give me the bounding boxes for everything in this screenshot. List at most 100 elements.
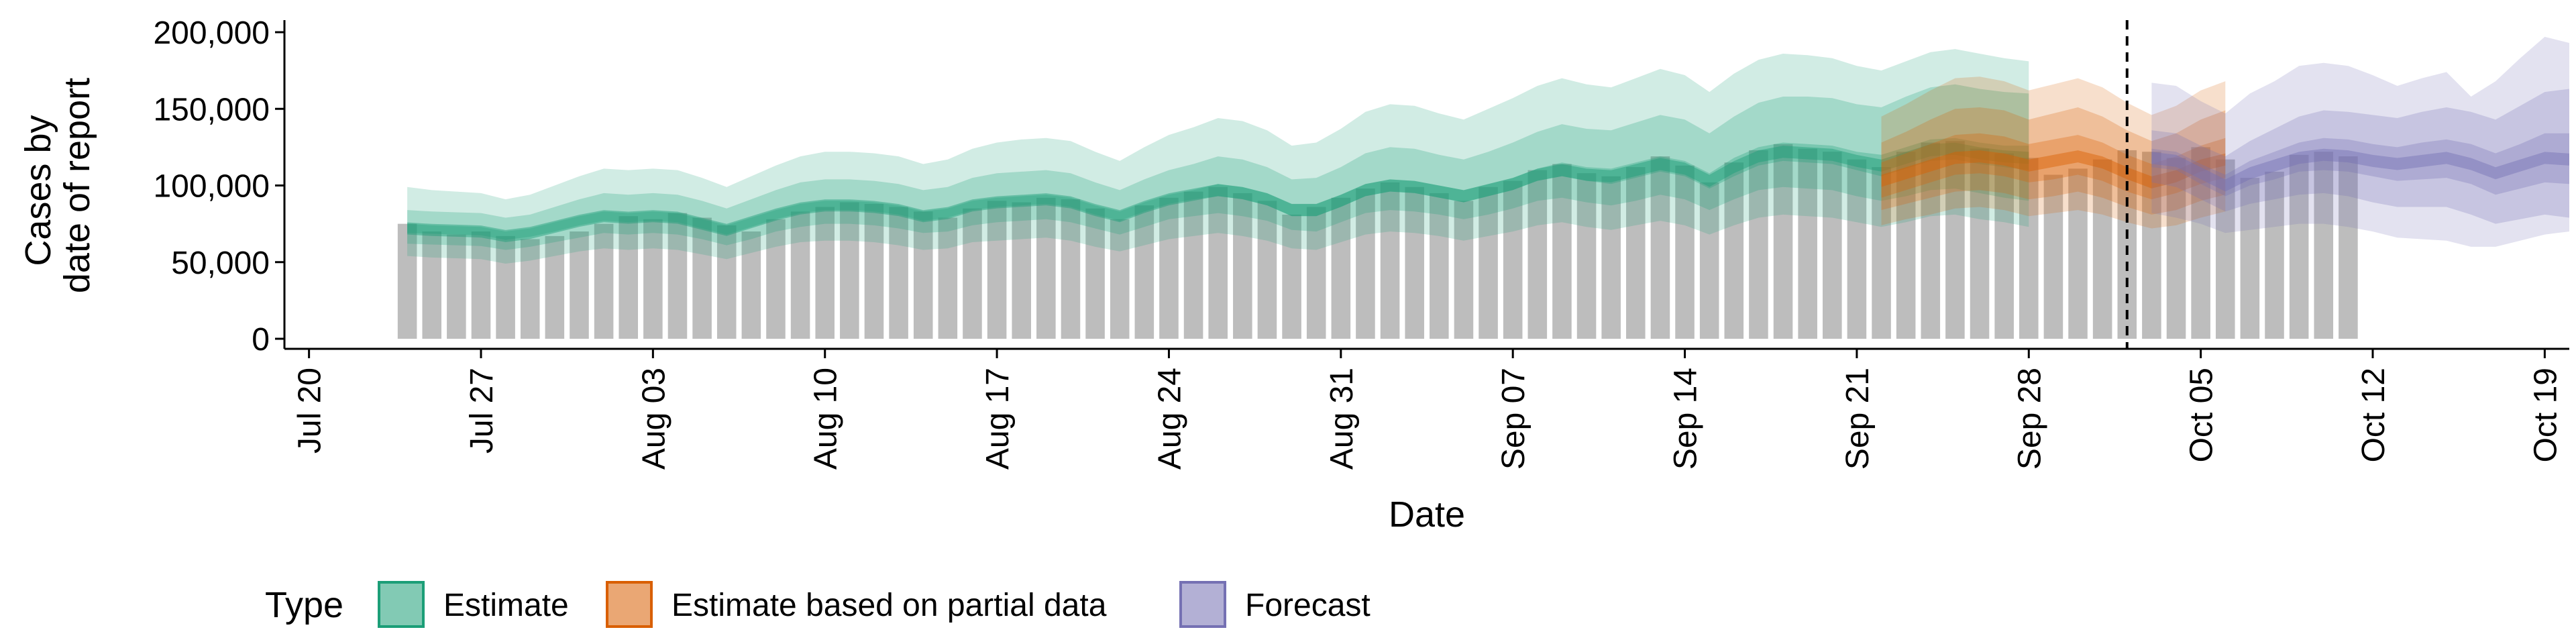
bar <box>840 202 859 339</box>
bar <box>2019 158 2039 339</box>
bar <box>815 207 835 339</box>
bar <box>1626 167 1646 339</box>
bar <box>1503 180 1523 339</box>
bar <box>889 207 908 339</box>
bar <box>2043 174 2063 339</box>
bar <box>1356 189 1375 339</box>
bar <box>619 216 639 339</box>
bar <box>938 217 958 339</box>
bar <box>643 219 663 339</box>
legend-items: Estimate Estimate based on partial data Fo… <box>378 581 1371 628</box>
legend-label: Estimate <box>443 588 569 623</box>
bar <box>1282 214 1301 339</box>
bar <box>716 225 737 339</box>
bar <box>2166 158 2186 339</box>
bar <box>471 231 491 339</box>
series-3-band-outer <box>2151 36 2569 247</box>
x-tick-label: Sep 14 <box>1668 368 1704 470</box>
series-3-median-band <box>2151 148 2569 192</box>
bar <box>2265 171 2284 339</box>
bar <box>1085 208 1105 339</box>
series-3-band-90 <box>2151 89 2569 224</box>
y-tick-label: 150,000 <box>153 92 270 127</box>
series-2-band-outer <box>1881 76 2226 229</box>
bar <box>1527 170 1548 339</box>
bar <box>1994 153 2014 339</box>
bar <box>1208 186 1228 339</box>
bar <box>692 217 712 339</box>
bar <box>2092 159 2112 339</box>
bar <box>963 208 982 339</box>
bar <box>2314 152 2334 339</box>
series-3-band-50 <box>2151 133 2569 197</box>
bar <box>496 235 515 339</box>
bar <box>1650 156 1670 339</box>
bar <box>1896 152 1916 339</box>
x-tick-label: Sep 28 <box>2012 368 2047 470</box>
bar <box>570 231 589 339</box>
bar <box>1430 193 1449 339</box>
legend-title: Type <box>265 585 343 625</box>
bar <box>1454 201 1474 339</box>
bar <box>1159 197 1179 339</box>
bar <box>1823 152 1842 339</box>
y-axis-title: Cases by date of report <box>18 78 97 293</box>
bar <box>1699 182 1719 339</box>
x-tick-label: Oct 12 <box>2356 368 2392 462</box>
legend-swatch <box>606 581 653 628</box>
x-tick-label: Aug 31 <box>1324 368 1360 470</box>
bar <box>447 234 466 339</box>
legend: Type Estimate Estimate based on partial d… <box>265 581 1371 628</box>
bar <box>1921 142 1941 339</box>
bar <box>2215 159 2235 339</box>
bar <box>2191 147 2210 339</box>
bar <box>422 231 442 339</box>
y-tick-label: 200,000 <box>153 15 270 51</box>
x-tick-label: Aug 24 <box>1152 368 1187 470</box>
x-tick-label: Aug 10 <box>808 368 844 470</box>
legend-swatch <box>378 581 425 628</box>
series-1-band-90 <box>407 84 2029 250</box>
bar <box>2339 156 2358 339</box>
y-tick-label: 0 <box>252 322 270 358</box>
bar <box>864 203 884 339</box>
x-tick-label: Jul 20 <box>292 368 328 453</box>
bar <box>1872 167 1891 339</box>
bar <box>766 219 786 339</box>
x-tick-label: Sep 07 <box>1496 368 1532 470</box>
series-2-band-50 <box>1881 133 2226 200</box>
series-1-median-band <box>407 142 2029 242</box>
bar <box>1012 202 1031 339</box>
bar <box>790 211 810 339</box>
bar <box>741 231 761 339</box>
tick-labels: 0 50,000 100,000 150,000 200,000 Jul 20 Jul 27… <box>153 15 2563 470</box>
series-2-band-90 <box>1881 107 2226 215</box>
bar <box>545 235 565 339</box>
bar <box>1970 148 1990 339</box>
bar <box>1601 176 1621 339</box>
bar <box>1134 205 1155 339</box>
bar <box>1306 207 1326 339</box>
y-tick-label: 100,000 <box>153 169 270 205</box>
bar <box>1773 144 1793 339</box>
bar <box>1331 197 1351 339</box>
bar <box>1798 148 1817 339</box>
series-2-median-band <box>1881 150 2226 189</box>
bar <box>1479 186 1498 339</box>
bar <box>1749 150 1768 339</box>
bar <box>2142 152 2161 339</box>
bar <box>1036 197 1056 339</box>
bar <box>2240 178 2260 339</box>
x-tick-label: Oct 05 <box>2184 368 2220 462</box>
x-tick-label: Oct 19 <box>2528 368 2563 462</box>
bar <box>1945 141 1965 339</box>
bar <box>913 211 933 339</box>
bar <box>1675 165 1695 339</box>
series-1-band-outer <box>407 49 2029 264</box>
bar <box>1552 164 1572 339</box>
y-axis-title-line-2: date of report <box>57 78 97 293</box>
bar <box>1110 219 1130 339</box>
x-tick-label: Sep 21 <box>1840 368 1876 470</box>
x-tick-label: Aug 03 <box>636 368 672 470</box>
